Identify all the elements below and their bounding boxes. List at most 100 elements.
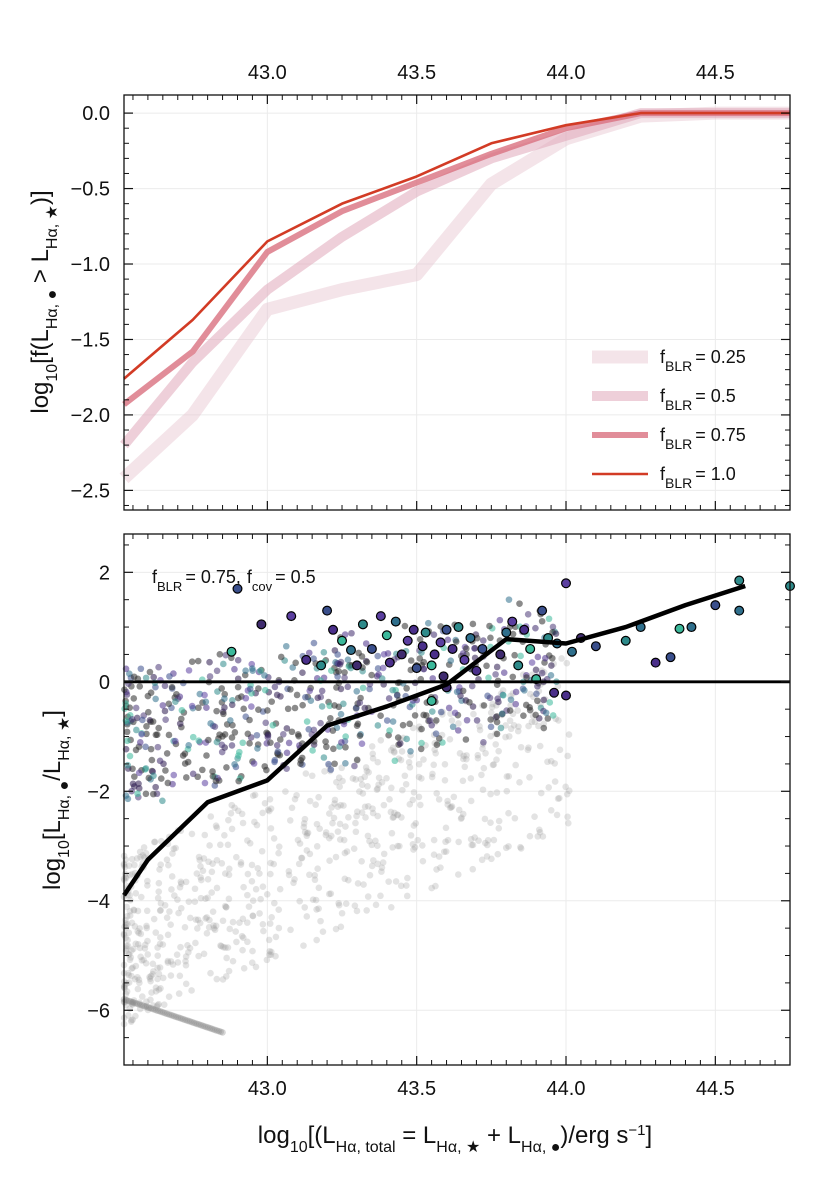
bottom-scatter-background-point [151,1006,158,1013]
bottom-scatter-background-point [288,804,296,812]
bottom-scatter-background-point [140,1002,148,1010]
bottom-scatter-background-point [164,959,172,966]
bottom-scatter-background-point [146,973,153,981]
bottom-scatter-background-point [537,789,545,797]
bottom-scatter-colored-point [493,663,501,671]
bottom-scatter-background-point [387,904,395,911]
bottom-scatter-background-point [223,954,230,962]
bottom-scatter-background-point [211,926,219,934]
bottom-scatter-background-point [403,892,411,900]
bottom-scatter-background-point [130,907,138,914]
bottom-scatter-background-point [301,828,309,836]
bottom-scatter-colored-point [532,624,539,632]
bottom-scatter-background-point [394,811,401,819]
bottom-scatter-colored-point [407,657,415,664]
bottom-scatter-background-point [159,974,167,982]
bottom-scatter-background-point [147,977,154,985]
bottom-scatter-background-point [157,906,164,914]
bottom-scatter-background-point [526,832,534,840]
bottom-scatter-colored-point [172,698,179,705]
top-y-tick-label: −2.5 [71,480,110,502]
bottom-scatter-background-point [267,951,275,959]
bottom-scatter-colored-point [299,701,306,709]
top-plot-frame [123,94,791,511]
bottom-scatter-background-point [151,838,158,846]
bottom-scatter-colored-point [310,726,318,734]
bottom-scatter-background-point [470,710,477,718]
bottom-scatter-background-point [158,1008,165,1016]
bottom-scatter-highlighted-point [435,637,446,648]
bottom-scatter-background-point [311,876,319,884]
bottom-scatter-background-point [128,855,136,863]
bottom-scatter-background-point [191,885,199,893]
bottom-scatter-colored-point [136,683,144,690]
bottom-scatter-background-point [183,1017,191,1024]
bottom-scatter-colored-point [239,739,247,747]
bottom-scatter-colored-point [246,740,253,747]
bottom-scatter-background-point [181,1016,189,1024]
bottom-scatter-background-point [175,990,183,997]
bottom-scatter-colored-point [195,704,202,712]
bottom-scatter-colored-point [231,665,238,673]
bottom-scatter-colored-point [307,697,315,705]
bottom-scatter-background-point [208,868,216,876]
bottom-scatter-background-point [312,801,319,808]
bottom-scatter-colored-point [185,742,192,749]
bottom-scatter-background-point [372,901,380,909]
bottom-scatter-background-point [152,929,160,936]
bottom-scatter-background-point [266,951,273,958]
bottom-scatter-background-point [478,771,485,779]
bottom-scatter-highlighted-point [366,643,377,654]
bottom-scatter-colored-point [389,718,397,725]
bottom-scatter-colored-point [185,667,193,674]
bottom-scatter-colored-point [447,657,455,665]
bottom-scatter-colored-point [418,739,425,747]
bottom-scatter-background-point [182,878,190,886]
bottom-scatter-background-point [391,749,398,756]
bottom-scatter-background-point [450,793,458,801]
bottom-scatter-colored-point [291,704,299,712]
bottom-scatter-background-point [531,813,538,820]
bottom-scatter-background-point [536,828,544,836]
bottom-scatter-background-point [528,718,536,726]
bottom-scatter-colored-point [231,729,239,736]
bottom-scatter-background-point [130,906,138,914]
bottom-scatter-background-point [401,772,409,780]
bottom-scatter-background-point [225,865,233,873]
bottom-scatter-colored-point [246,685,254,693]
bottom-scatter-background-point [563,790,571,798]
bottom-scatter-background-point [134,985,142,993]
bottom-scatter-background-point [143,907,151,915]
bottom-scatter-background-point [433,866,440,873]
bottom-scatter-colored-point [318,687,326,695]
bottom-scatter-colored-point [329,727,337,734]
bottom-scatter-colored-point [132,704,140,712]
bottom-scatter-colored-point [325,760,332,768]
bottom-scatter-background-point [135,1000,142,1008]
bottom-scatter-background-point [406,801,414,808]
bottom-scatter-background-point [366,871,374,879]
bottom-scatter-background-point [149,1002,157,1009]
bottom-scatter-background-point [294,836,302,844]
bottom-scatter-colored-point [152,783,159,791]
bottom-scatter-highlighted-point [471,665,482,676]
bottom-scatter-background-point [207,813,215,820]
bottom-scatter-background-point [303,832,311,840]
bottom-scatter-colored-point [487,716,494,723]
bottom-scatter-background-point [463,752,470,759]
bottom-scatter-background-point [506,717,514,724]
bottom-scatter-background-point [334,803,342,810]
bottom-scatter-colored-point [248,703,255,710]
bottom-scatter-background-point [136,848,144,856]
bottom-scatter-background-point [407,832,415,839]
bottom-scatter-background-point [483,853,491,860]
bottom-scatter-colored-point [492,671,499,678]
bottom-scatter-colored-point [310,655,317,662]
bottom-scatter-colored-point [162,767,169,774]
bottom-scatter-background-point [125,979,133,986]
bottom-scatter-background-point [417,801,424,809]
bottom-scatter-colored-point [374,722,382,729]
top-x-tick-label: 43.5 [397,62,436,84]
bottom-scatter-background-point [124,969,132,977]
bottom-scatter-background-point [252,885,260,893]
